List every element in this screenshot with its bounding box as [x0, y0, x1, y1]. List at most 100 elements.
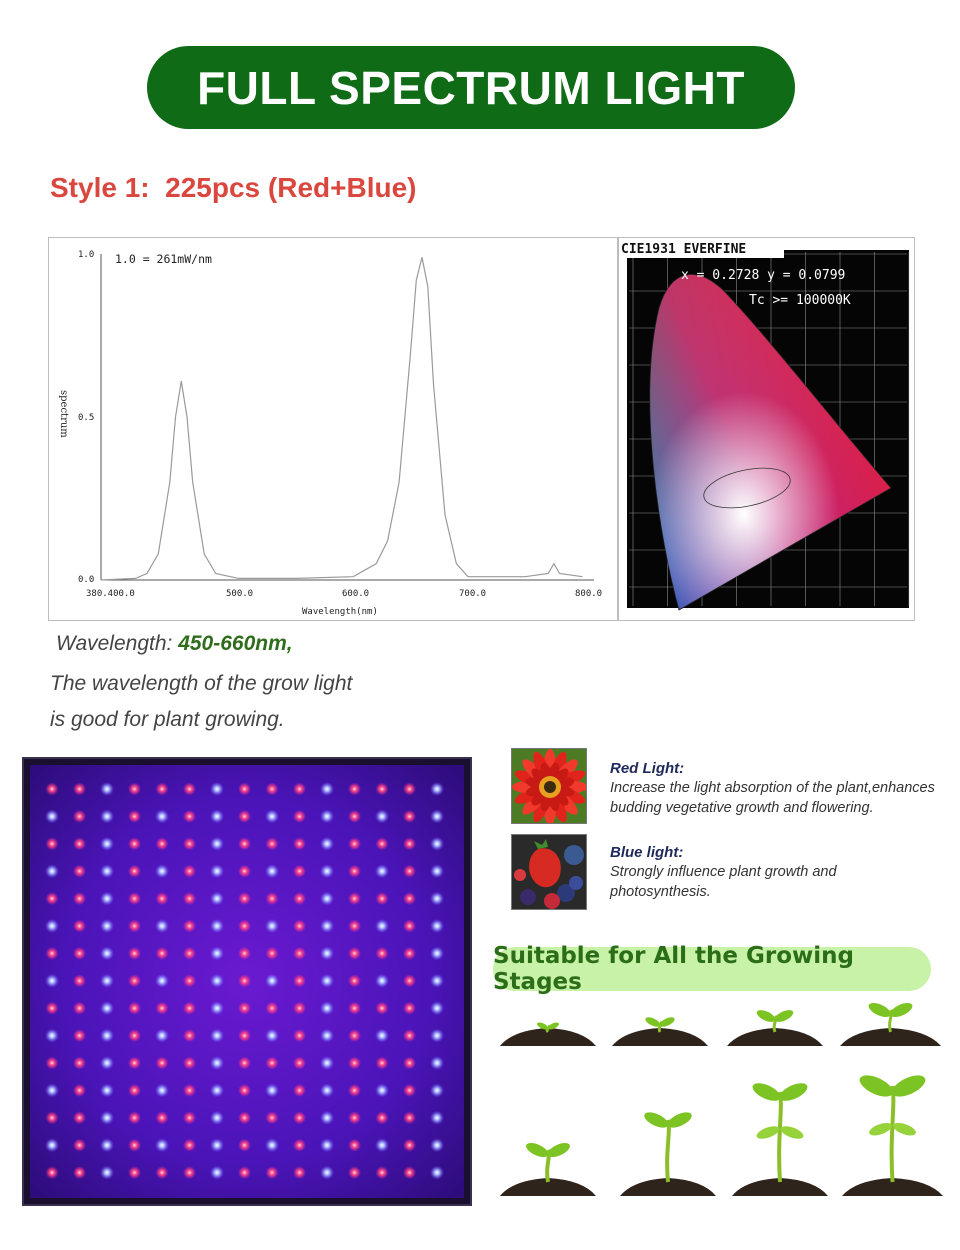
blue-led — [210, 1056, 224, 1070]
blue-led — [265, 973, 279, 988]
planck-locus — [703, 467, 791, 509]
sprout-stage-8 — [842, 1075, 943, 1196]
red-led — [403, 1001, 416, 1015]
red-led — [348, 1001, 361, 1015]
red-led — [348, 1166, 361, 1180]
sprout-stage-1 — [500, 1022, 596, 1046]
banner-title: FULL SPECTRUM LIGHT — [197, 61, 745, 114]
blue-led — [210, 782, 224, 796]
blue-led — [320, 782, 334, 796]
x-tick-800: 800.0 — [575, 589, 602, 599]
red-led — [45, 946, 59, 960]
red-led — [238, 946, 251, 960]
blue-led — [100, 973, 114, 988]
blue-led — [100, 1138, 114, 1153]
red-led — [73, 1029, 86, 1043]
red-led — [73, 974, 86, 988]
led-grid — [30, 765, 464, 1198]
red-led — [375, 1166, 389, 1180]
y-tick-1: 1.0 — [78, 250, 94, 260]
red-led — [238, 809, 251, 823]
cie-title: CIE1931 EVERFINE — [621, 242, 746, 257]
title-banner: FULL SPECTRUM LIGHT — [147, 46, 795, 129]
red-led — [293, 1166, 306, 1180]
x-tick-700: 700.0 — [459, 589, 486, 599]
red-led — [293, 1083, 306, 1097]
red-led — [238, 1083, 251, 1097]
blue-led — [320, 973, 334, 988]
red-led — [73, 1111, 86, 1125]
blue-led — [45, 1138, 59, 1153]
red-led — [293, 782, 306, 796]
blue-led — [210, 973, 224, 988]
blue-led — [45, 1083, 59, 1098]
blue-led — [210, 864, 224, 879]
red-led — [73, 864, 86, 878]
red-led — [238, 837, 251, 851]
blue-led — [210, 946, 224, 961]
red-led — [293, 974, 306, 988]
blue-led — [210, 1001, 224, 1016]
red-led — [155, 1166, 169, 1180]
growing-stages-title: Suitable for All the Growing Stages — [493, 943, 854, 995]
red-led — [128, 864, 141, 878]
red-led — [155, 782, 169, 796]
blue-led — [265, 1138, 279, 1153]
sprout-stage-4 — [840, 1002, 941, 1046]
cie-chart: CIE1931 EVERFINE x = 0.2728 y = 0.0799 T… — [619, 238, 910, 611]
berries-icon — [511, 834, 587, 910]
red-light-title: Red Light: — [610, 760, 685, 777]
blue-led — [100, 1056, 114, 1070]
blue-led — [430, 836, 444, 851]
blue-led — [430, 891, 444, 906]
wavelength-label: Wavelength: — [56, 632, 179, 655]
red-led — [293, 1111, 306, 1125]
red-led — [183, 1111, 196, 1125]
blue-led — [320, 919, 334, 933]
red-led — [348, 809, 361, 823]
red-led — [238, 974, 251, 988]
red-led — [128, 1083, 141, 1097]
red-led — [183, 864, 196, 878]
red-led — [348, 1083, 361, 1097]
red-led — [238, 1029, 251, 1043]
red-light-desc-1: Increase the light absorption of the pla… — [610, 780, 935, 796]
blue-led — [210, 919, 224, 933]
red-led — [128, 837, 141, 851]
cie-coords: x = 0.2728 y = 0.0799 — [681, 268, 845, 283]
blue-led — [430, 1110, 444, 1125]
red-led — [265, 892, 279, 906]
blue-led — [375, 919, 389, 933]
red-led — [375, 1111, 389, 1125]
red-led — [375, 1056, 389, 1070]
blue-led — [320, 809, 334, 824]
led-dots — [45, 782, 444, 1180]
blue-led — [430, 864, 444, 879]
y-tick-05: 0.5 — [78, 413, 94, 423]
red-led — [73, 1138, 86, 1152]
x-axis-label: Wavelength(nm) — [302, 607, 378, 617]
spectrum-plot: 1.0 = 261mW/nm spectrum Wavelength(nm) 1… — [58, 250, 602, 617]
red-led — [238, 1166, 251, 1180]
red-led — [293, 837, 306, 851]
red-led — [73, 1083, 86, 1097]
red-led — [238, 864, 251, 878]
blue-light-title: Blue light: — [610, 844, 684, 861]
red-led — [293, 1056, 306, 1070]
red-led — [183, 782, 196, 796]
sprout-stage-2 — [612, 1017, 708, 1046]
blue-led — [375, 1028, 389, 1043]
red-led — [293, 946, 306, 960]
red-led — [293, 1029, 306, 1043]
red-led — [375, 1001, 389, 1015]
red-led — [183, 1138, 196, 1152]
blue-led — [320, 1138, 334, 1153]
red-led — [183, 809, 196, 823]
blue-led — [210, 1165, 224, 1180]
red-led — [293, 1138, 306, 1152]
growing-stages-pill: Suitable for All the Growing Stages — [493, 943, 931, 995]
cie-diagram: CIE1931 EVERFINE x = 0.2728 y = 0.0799 T… — [618, 237, 915, 621]
cie-title-bg — [619, 238, 784, 258]
red-led — [128, 1001, 141, 1015]
red-led — [73, 892, 86, 906]
